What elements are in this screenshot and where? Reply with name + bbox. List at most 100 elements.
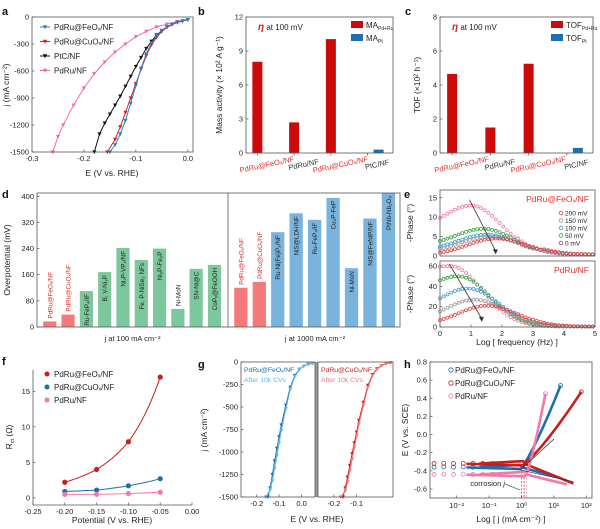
data-point xyxy=(558,383,563,388)
data-point xyxy=(164,22,170,27)
legend-label: 150 mV xyxy=(565,218,588,225)
data-point xyxy=(452,243,457,247)
data-point xyxy=(512,310,517,315)
data-point xyxy=(449,314,454,319)
y-tick-label: 240 xyxy=(21,244,34,253)
data-point xyxy=(482,299,487,304)
data-point xyxy=(356,422,361,427)
data-point xyxy=(460,471,466,477)
data-point xyxy=(475,239,480,244)
data-point xyxy=(445,305,450,310)
y-tick-label: -1500 xyxy=(10,148,29,157)
data-point xyxy=(464,298,468,303)
y-tick-label: 40 xyxy=(429,282,437,291)
data-point xyxy=(482,208,487,213)
data-point xyxy=(441,246,446,251)
x-tick-label: -0.2 xyxy=(250,499,263,508)
data-point xyxy=(475,282,480,287)
data-point xyxy=(505,307,509,312)
data-point xyxy=(471,227,476,232)
legend-marker xyxy=(558,218,564,223)
legend-label: PdRu@CuOₓ/NF xyxy=(54,383,114,392)
y-tick-label: -300 xyxy=(14,40,29,49)
data-point xyxy=(456,241,461,246)
data-point xyxy=(490,227,494,232)
data-point xyxy=(512,235,517,239)
data-point xyxy=(479,304,483,308)
trend-arrow xyxy=(469,199,497,252)
data-point xyxy=(542,247,547,252)
y-tick-label: 0.6 xyxy=(417,376,427,385)
data-point xyxy=(471,241,476,245)
data-point xyxy=(575,324,580,329)
data-point xyxy=(572,324,576,329)
bar-label: PdRu@FeOₓ/NF xyxy=(238,238,245,285)
bar xyxy=(234,287,248,327)
data-point xyxy=(460,237,465,242)
y-axis-label: j (mA cm⁻²) xyxy=(1,63,11,107)
y-tick-label: 0 xyxy=(433,323,437,332)
data-point xyxy=(452,289,457,293)
legend-label: PdRu@FeOₓ/NF xyxy=(244,367,294,374)
bar xyxy=(381,193,396,327)
data-point xyxy=(482,291,487,296)
y-axis-label: TOF (×10² h⁻¹) xyxy=(412,57,422,114)
data-point xyxy=(164,25,170,29)
data-point xyxy=(493,299,498,304)
bar-label: SN-Ni@C xyxy=(194,271,201,299)
data-point xyxy=(310,361,315,366)
data-point xyxy=(464,286,468,291)
y-tick-label: 12 xyxy=(235,13,243,22)
data-point xyxy=(449,209,454,214)
bar xyxy=(79,291,93,327)
data-point xyxy=(479,285,483,290)
data-point xyxy=(486,294,491,298)
data-point xyxy=(452,312,457,317)
data-point xyxy=(471,278,476,283)
data-point xyxy=(62,491,68,497)
data-point xyxy=(92,72,97,76)
data-point xyxy=(501,224,506,229)
data-point xyxy=(519,320,524,325)
data-point xyxy=(456,274,461,279)
data-point xyxy=(508,231,513,236)
data-point xyxy=(505,233,509,238)
bar xyxy=(116,247,130,327)
legend-label: 0 mV xyxy=(565,240,581,247)
x-tick-label: -0.20 xyxy=(56,507,73,516)
data-point xyxy=(579,252,584,256)
data-point xyxy=(112,103,118,108)
data-point xyxy=(553,249,558,254)
data-point xyxy=(490,214,494,218)
data-point xyxy=(441,238,446,242)
bar-label: Ru-FeP₄/IF xyxy=(312,223,319,255)
y-tick-label: -600 xyxy=(14,67,29,76)
x-tick-label: 10² xyxy=(581,501,592,510)
panel-label-d: d xyxy=(2,189,9,201)
data-point xyxy=(81,86,87,91)
data-point xyxy=(449,244,454,249)
data-point xyxy=(288,387,293,391)
data-point xyxy=(445,211,450,216)
bar-label: PdRu@FeOₓ/NF xyxy=(47,272,54,319)
data-point xyxy=(531,320,535,324)
data-point xyxy=(534,321,539,325)
data-point xyxy=(441,213,446,218)
data-point xyxy=(512,314,517,319)
data-point xyxy=(479,206,483,210)
data-point xyxy=(538,321,543,326)
data-point xyxy=(572,251,576,256)
data-point xyxy=(516,312,521,317)
y-axis-label: Rct (Ω) xyxy=(4,424,16,449)
data-point xyxy=(531,245,535,250)
arrow-head xyxy=(478,316,484,322)
data-point xyxy=(519,313,524,318)
data-point xyxy=(519,239,524,244)
data-point xyxy=(102,60,107,65)
data-point xyxy=(534,318,539,323)
data-point xyxy=(456,300,461,305)
annotation-arrow xyxy=(504,483,521,491)
data-point xyxy=(543,391,548,397)
y-tick-label: 6 xyxy=(239,81,243,90)
bar xyxy=(152,248,167,327)
